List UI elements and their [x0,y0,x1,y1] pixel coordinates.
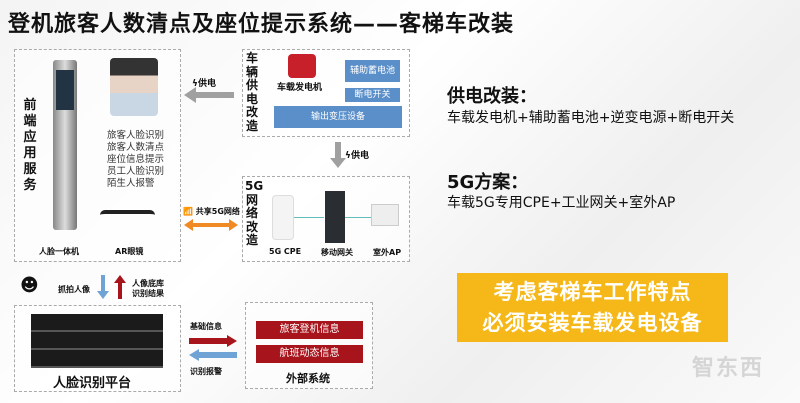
feature-item: 旅客人数清点 [107,142,165,153]
feature-item: 员工人脸识别 [107,166,165,177]
external-panel: 旅客登机信息 航班动态信息 外部系统 [245,302,373,389]
watermark-logo: 智东西 [692,356,765,381]
power-panel: 车辆供电改造 车载发电机 辅助蓄电池 断电开关 输出变压设备 [242,49,410,137]
network-panel: 5G网络改造 5G CPE 移动网关 室外AP [242,176,410,262]
power-label: 车辆供电改造 [245,51,258,133]
share-5g-text: 共享5G网络 [195,207,240,216]
cpe-label: 5G CPE [269,247,302,256]
generator-image [288,54,316,78]
lightning-icon: ϟ [345,151,351,161]
callout-line: 必须安装车载发电设备 [482,311,703,335]
network-label: 5G网络改造 [245,179,264,247]
arrow-down-blue [97,275,109,299]
page-title: 登机旅客人数清点及座位提示系统——客梯车改装 [8,12,515,37]
arrow-right-red [189,335,237,347]
share-5g-label: 📶 共享5G网络 [183,206,240,217]
frontend-panel: 前端应用服务 旅客人脸识别 旅客人数清点 座位信息提示 员工人脸识别 陌生人报警… [14,49,181,262]
power-text: 车载发电机+辅助蓄电池+逆变电源+断电开关 [447,110,735,126]
fiveg-text: 车载5G专用CPE+工业网关+室外AP [447,195,676,211]
double-arrow [184,219,238,231]
result-label: 人像底库识别结果 [132,279,164,298]
power-arrow-down [330,142,346,170]
lightning-icon: ϟ [192,79,198,89]
ar-glasses-label: AR眼镜 [115,247,144,256]
power-arrow-label: ϟ供电 [192,76,216,89]
external-item: 旅客登机信息 [256,321,363,339]
callout-line: 考虑客梯车工作特点 [493,280,692,304]
gateway-image [325,191,345,243]
power-label-text: 供电 [197,79,216,89]
feature-item: 座位信息提示 [107,154,165,165]
power-arrow-down-label: ϟ供电 [345,148,369,161]
power-arrow-left [184,87,234,103]
passenger-photo [110,58,158,116]
to-external-label: 基础信息 [190,322,222,331]
face-kiosk-image [53,60,77,230]
output-transformer-block: 输出变压设备 [274,106,402,128]
fiveg-heading: 5G方案： [447,172,529,193]
link-line [345,217,371,218]
feature-item: 旅客人脸识别 [107,130,165,141]
arrow-up-red [114,275,126,299]
battery-block: 辅助蓄电池 [345,60,400,82]
arrow-left-blue [189,349,237,361]
power-label-text: 供电 [350,151,369,161]
switch-block: 断电开关 [345,88,400,102]
power-heading: 供电改装： [447,86,537,107]
callout-box: 考虑客梯车工作特点 必须安装车载发电设备 [457,273,728,342]
ap-image [371,204,399,226]
capture-label: 抓拍人像 [58,285,90,294]
feature-list: 旅客人脸识别 旅客人数清点 座位信息提示 员工人脸识别 陌生人报警 [107,130,164,190]
face-kiosk-label: 人脸一体机 [39,247,79,256]
feature-item: 陌生人报警 [107,178,155,189]
gateway-label: 移动网关 [321,248,353,257]
ap-label: 室外AP [373,248,402,257]
platform-panel: 人脸识别平台 [14,305,181,392]
generator-label: 车载发电机 [277,83,323,93]
cpe-image [272,195,294,240]
external-label: 外部系统 [286,372,330,385]
frontend-label: 前端应用服务 [23,98,37,193]
from-external-label: 识别报警 [190,367,222,376]
server-rack-image [31,314,163,368]
link-line [294,217,324,218]
external-item: 航班动态信息 [256,345,363,363]
face-scan-icon: ☻ [20,275,39,296]
wifi-icon: 📶 [183,207,193,216]
platform-label: 人脸识别平台 [53,376,132,391]
ar-glasses-image [100,210,155,220]
